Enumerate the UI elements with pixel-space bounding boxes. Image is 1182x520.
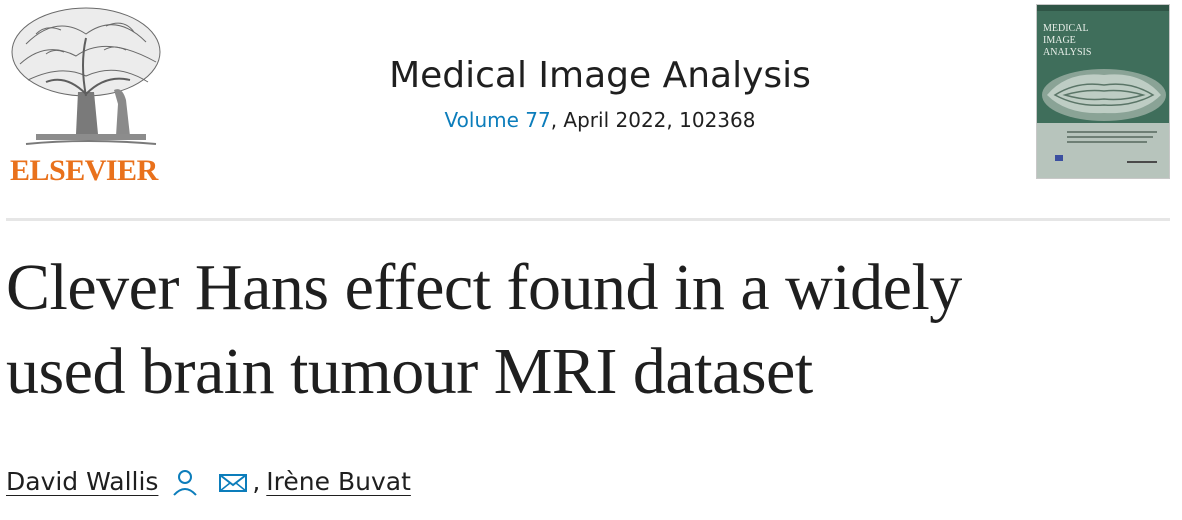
author-separator: , <box>252 467 261 496</box>
article-header: ELSEVIER Medical Image Analysis Volume 7… <box>0 0 1182 220</box>
volume-link[interactable]: Volume 77 <box>444 108 551 132</box>
cover-title-line-2: IMAGE <box>1043 35 1076 46</box>
cover-art-icon: MEDICAL IMAGE ANALYSIS <box>1037 5 1169 178</box>
publisher-logo[interactable]: ELSEVIER <box>6 4 166 186</box>
author-list: David Wallis , Irène Buvat <box>6 462 411 502</box>
author-link-2[interactable]: Irène Buvat <box>266 467 411 496</box>
cover-title-line-3: ANALYSIS <box>1043 47 1091 58</box>
journal-info: Medical Image Analysis Volume 77, April … <box>300 52 900 134</box>
person-icon[interactable] <box>172 468 198 498</box>
journal-cover-image[interactable]: MEDICAL IMAGE ANALYSIS <box>1036 4 1170 179</box>
publisher-name: ELSEVIER <box>10 154 158 187</box>
article-title: Clever Hans effect found in a widely use… <box>6 246 1176 414</box>
author-link-1[interactable]: David Wallis <box>6 467 159 496</box>
article-title-line-2: used brain tumour MRI dataset <box>6 335 813 408</box>
article-title-line-1: Clever Hans effect found in a widely <box>6 251 962 324</box>
issue-details: , April 2022, 102368 <box>550 108 756 132</box>
journal-title-link[interactable]: Medical Image Analysis <box>389 55 811 96</box>
tree-logo-icon <box>11 7 161 145</box>
header-divider <box>6 218 1170 221</box>
issue-line: Volume 77, April 2022, 102368 <box>300 106 900 134</box>
envelope-icon[interactable] <box>218 470 248 496</box>
cover-title-line-1: MEDICAL <box>1043 23 1089 34</box>
